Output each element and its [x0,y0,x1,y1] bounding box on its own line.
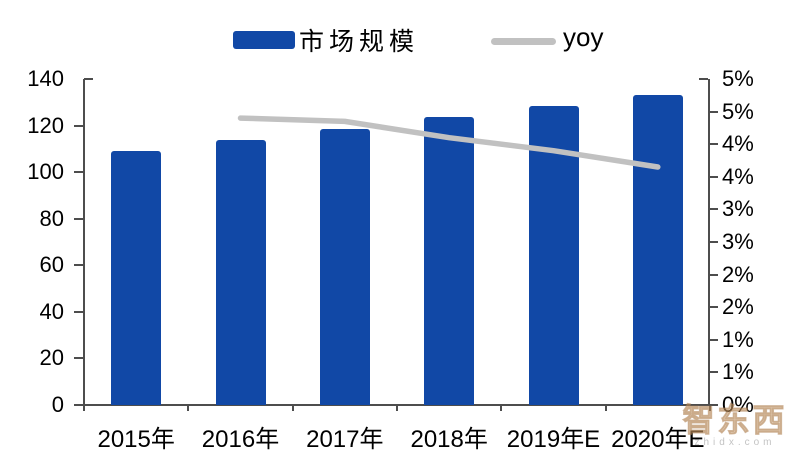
x-tick-1 [187,405,190,411]
left-tick-label-20: 20 [39,345,64,371]
right-tick-10 [709,404,718,406]
bar-2020年E [632,95,683,405]
legend-line-swatch [491,38,556,45]
right-tick-6 [709,273,718,276]
right-tick-0 [699,78,708,80]
x-label-2019年E: 2019年E [506,426,601,453]
right-tick-label-8: 1% [722,326,754,352]
left-tick-40 [74,310,83,313]
left-tick-label-40: 40 [39,298,64,324]
left-tick-label-60: 60 [39,252,64,278]
yoy-polyline [237,115,661,170]
left-tick-label-0: 0 [51,392,64,417]
left-tick-label-100: 100 [27,159,64,185]
x-label-2017年: 2017年 [306,426,384,453]
legend-bar-label: 市场规模 [299,29,420,56]
x-label-2016年: 2016年 [201,426,280,453]
left-tick-100 [74,171,83,174]
right-tick-label-10: 0% [722,392,754,417]
right-tick-label-6: 2% [722,261,754,287]
left-tick-80 [74,217,83,220]
x-label-2018年: 2018年 [410,426,488,453]
x-tick-6 [709,405,711,411]
x-label-2015年: 2015年 [97,426,175,453]
left-tick-20 [74,357,83,360]
yoy-line-series [237,115,661,170]
x-axis-line [75,404,716,406]
x-tick-4 [500,405,503,411]
left-tick-0 [74,404,83,406]
bar-2018年 [424,117,475,405]
right-tick-7 [709,306,718,309]
legend-line-label: yoy [563,22,604,52]
left-tick-140 [84,78,93,80]
x-tick-2 [291,405,294,411]
left-tick-label-140: 140 [27,66,64,91]
legend-bar-swatch [233,31,295,49]
right-tick-5 [709,241,718,243]
right-tick-4 [709,208,718,211]
bar-2015年 [111,151,162,405]
right-tick-8 [709,338,718,341]
right-tick-label-2: 4% [722,131,754,157]
right-tick-1 [709,110,718,113]
x-tick-0 [83,405,85,411]
left-tick-label-80: 80 [39,205,64,231]
right-tick-label-5: 3% [722,229,754,254]
right-tick-label-0: 5% [722,66,754,91]
right-tick-2 [709,143,718,146]
right-tick-label-7: 2% [722,294,754,320]
x-tick-3 [396,405,398,411]
right-tick-3 [709,175,718,178]
x-tick-5 [604,405,607,411]
right-tick-9 [709,371,718,374]
bar-2016年 [215,139,266,405]
right-tick-label-4: 3% [722,196,754,222]
right-tick-label-3: 4% [722,163,754,189]
x-label-2020年E: 2020年E [611,426,705,453]
left-tick-60 [74,264,83,267]
left-tick-120 [74,124,83,127]
right-tick-label-9: 1% [722,359,754,385]
left-axis-line [83,79,85,406]
left-tick-label-120: 120 [27,112,64,138]
bar-2017年 [319,129,370,405]
right-tick-label-1: 5% [722,98,754,124]
